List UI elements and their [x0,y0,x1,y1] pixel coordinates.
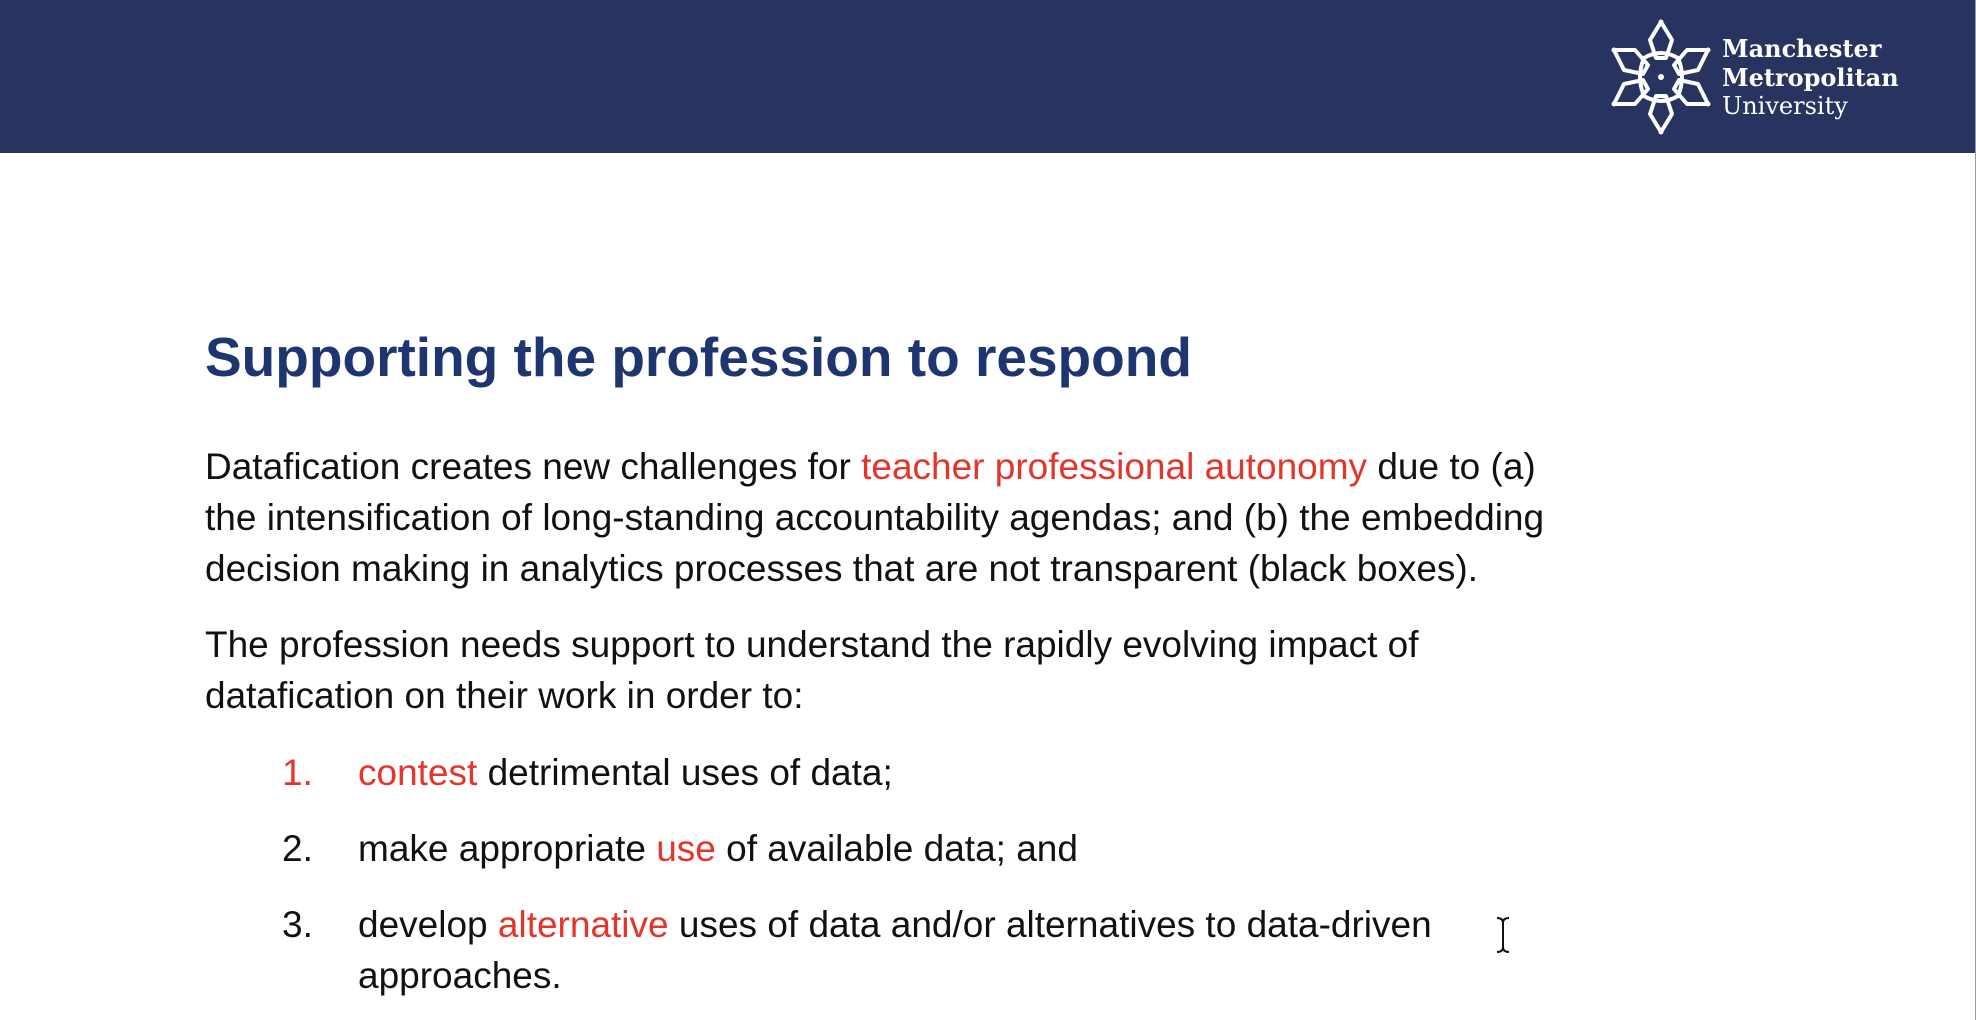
list-item-text-before: make appropriate [358,828,657,869]
paragraph-1-text-before: Datafication creates new challenges for [205,446,862,487]
numbered-list: 1. contest detrimental uses of data; 2. … [0,747,1432,1020]
list-item-text-after: detrimental uses of data; [477,752,893,793]
list-item-text-line-2: approaches. [358,955,562,996]
paragraph-2-line-1: The profession needs support to understa… [205,624,1419,665]
list-item-accent: alternative [497,904,669,945]
paragraph-1-line-3: decision making in analytics processes t… [205,548,1479,589]
list-item-text: develop alternative uses of data and/or … [358,899,1432,950]
logo-line-1: Manchester [1722,33,1882,63]
list-number: 3. [282,904,313,945]
list-item-text-before: develop [358,904,498,945]
list-item-accent: use [656,828,716,869]
paragraph-autonomy: Datafication creates new challenges for … [205,441,1544,594]
text-cursor-icon [1496,916,1510,954]
logo-line-3: University [1722,91,1848,120]
list-number: 2. [282,828,313,869]
list-item-text-after: of available data; and [715,828,1078,869]
university-logo: Manchester Metropolitan University [1608,18,1899,136]
list-item-accent: contest [358,752,478,793]
list-item: 2. make appropriate use of available dat… [0,823,1432,874]
header-bar: Manchester Metropolitan University [0,0,1976,153]
list-number: 1. [282,752,313,793]
list-item: 3. develop alternative uses of data and/… [0,899,1432,1001]
slide-title: Supporting the profession to respond [205,326,1192,388]
list-item: 1. contest detrimental uses of data; [0,747,1432,798]
paragraph-1-accent: teacher professional autonomy [861,446,1368,487]
list-item-text-after: uses of data and/or alternatives to data… [668,904,1432,945]
logo-wordmark: Manchester Metropolitan University [1722,34,1899,121]
mmu-flower-logo-icon [1611,19,1711,135]
list-item-text: make appropriate use of available data; … [358,823,1432,874]
paragraph-1-line-2: the intensification of long-standing acc… [205,497,1545,538]
paragraph-1-text-after: due to (a) [1367,446,1536,487]
paragraph-support: The profession needs support to understa… [205,619,1419,721]
paragraph-1-line-1: Datafication creates new challenges for … [205,441,1544,492]
logo-line-2: Metropolitan [1722,62,1899,92]
paragraph-2-line-2: datafication on their work in order to: [205,675,804,716]
list-item-text: contest detrimental uses of data; [358,747,1432,798]
